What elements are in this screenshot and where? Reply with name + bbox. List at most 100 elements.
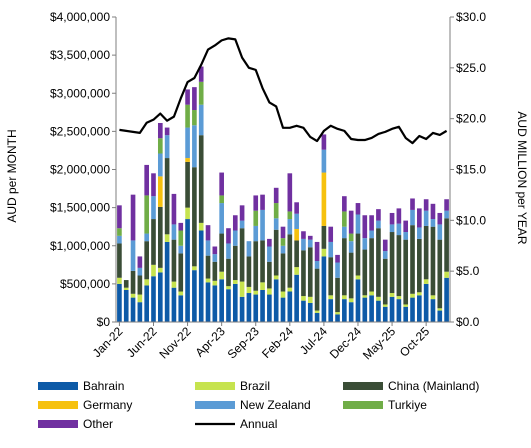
bar-segment	[342, 299, 347, 323]
bar-segment	[376, 209, 381, 221]
bar-segment	[294, 213, 299, 229]
bar-segment	[178, 245, 184, 254]
legend-label: New Zealand	[240, 398, 311, 412]
bar-segment	[178, 230, 184, 246]
bar-segment	[137, 294, 143, 303]
bar-segment	[267, 294, 272, 322]
bar-segment	[307, 235, 313, 240]
bar-segment	[294, 202, 299, 214]
x-tick-label: Dec-24	[327, 324, 364, 361]
bar-segment	[307, 247, 313, 297]
bar-segment	[226, 286, 231, 290]
bar-segment	[185, 89, 190, 105]
bar-segment	[369, 291, 374, 296]
bar-segment	[321, 149, 327, 173]
bar-segment	[157, 176, 163, 207]
legend-label: Annual	[240, 417, 277, 431]
bar-segment	[117, 283, 122, 323]
legend-swatch	[195, 401, 235, 409]
bar-segment	[301, 300, 306, 322]
bar-segment	[430, 219, 436, 227]
legend-swatch	[38, 420, 78, 428]
bar-segment	[396, 235, 402, 297]
bar-segment	[376, 220, 381, 229]
bar-segment	[144, 233, 149, 242]
bar-segment	[376, 296, 381, 301]
bar-segment	[335, 314, 340, 323]
bar-segment	[219, 279, 224, 322]
bar-segment	[417, 292, 422, 296]
y-left-tick-label: $3,500,000	[50, 48, 110, 62]
bar-segment	[314, 268, 320, 311]
bar-segment	[164, 127, 170, 136]
bar-segment	[157, 272, 163, 322]
bar-segment	[396, 299, 402, 323]
bar-segment	[130, 270, 136, 294]
bar-segment	[280, 238, 286, 246]
bar-segment	[348, 233, 354, 242]
bar-segment	[226, 258, 231, 287]
bar-segment	[226, 289, 231, 322]
bar-segment	[382, 239, 388, 252]
bar-segment	[144, 279, 149, 286]
bar-segment	[192, 125, 197, 168]
bar-segment	[198, 66, 204, 82]
bar-segment	[280, 245, 286, 254]
bar-segment	[137, 256, 143, 268]
bar-segment	[328, 226, 334, 242]
bar-segment	[287, 211, 293, 220]
y-left-tick-label: $2,000,000	[50, 163, 110, 177]
bar-segment	[410, 293, 415, 298]
bar-segment	[382, 251, 388, 259]
bar-segment	[382, 306, 388, 322]
bar-segment	[321, 134, 327, 150]
bar-segment	[342, 196, 347, 212]
bar-segment	[362, 297, 368, 322]
bar-segment	[192, 110, 197, 126]
bar-segment	[246, 293, 252, 322]
bar-segment	[301, 231, 306, 239]
bar-segment	[417, 238, 422, 293]
bar-segment	[389, 232, 395, 294]
bar-segment	[137, 267, 143, 276]
bar-segment	[117, 277, 122, 284]
bar-segment	[205, 255, 211, 279]
bar-segment	[348, 241, 354, 253]
bar-segment	[219, 172, 224, 196]
bar-segment	[198, 135, 204, 223]
bar-segment	[342, 226, 347, 239]
x-tick-label: Nov-22	[156, 324, 193, 361]
bar-segment	[267, 288, 272, 295]
y-right-tick-label: $5.0	[456, 264, 480, 278]
bar-segment	[267, 246, 272, 262]
legend-swatch	[38, 382, 78, 390]
x-tick-label: May-25	[360, 324, 398, 362]
x-tick-label: Oct-25	[397, 324, 433, 360]
bar-segment	[157, 122, 163, 139]
bar-segment	[376, 228, 381, 297]
bar-segment	[178, 222, 184, 231]
legend-label: Other	[83, 417, 113, 431]
bar-segment	[198, 81, 204, 105]
bar-segment	[348, 210, 354, 234]
bar-segment	[239, 296, 245, 322]
bar-segment	[423, 283, 429, 323]
x-tick-label: Jun-22	[124, 324, 160, 360]
bar-segment	[205, 225, 211, 241]
bar-segment	[294, 267, 299, 275]
bar-segment	[212, 254, 218, 262]
legend-label: Turkiye	[388, 398, 427, 412]
bar-segment	[239, 281, 245, 297]
bar-segment	[219, 203, 224, 234]
y-right-tick-label: $15.0	[456, 163, 486, 177]
legend-swatch	[195, 382, 235, 390]
bar-segment	[185, 219, 190, 322]
y-left-tick-label: $1,000,000	[50, 239, 110, 253]
bar-segment	[239, 220, 245, 229]
bar-segment	[246, 241, 252, 257]
bar-segment	[410, 198, 415, 210]
bar-segment	[362, 249, 368, 296]
bar-segment	[437, 310, 443, 322]
legend-swatch	[343, 382, 383, 390]
bar-segment	[396, 208, 402, 224]
